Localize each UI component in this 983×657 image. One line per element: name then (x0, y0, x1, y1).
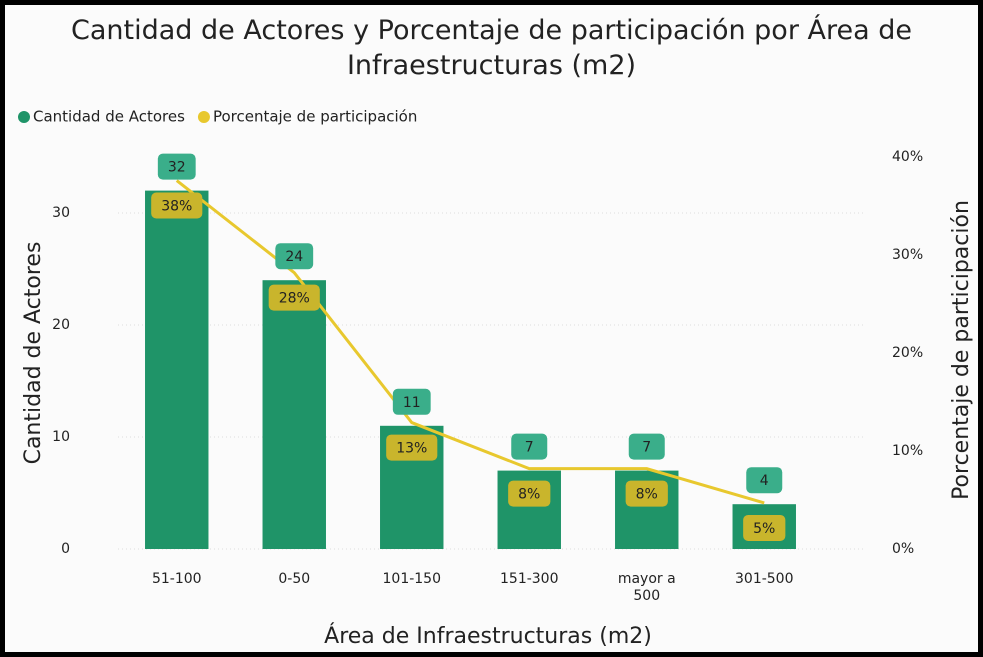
line-value-label-box (268, 284, 320, 311)
bar-value-label-box (392, 388, 431, 415)
legend-swatch (197, 111, 210, 123)
bar-value-label-box (746, 467, 783, 494)
bar-value-label: 7 (642, 440, 651, 456)
bar (145, 190, 209, 549)
line-value-label-box (508, 480, 551, 507)
x-tick-label: mayor a 500 (617, 571, 676, 604)
y2-tick-label: 0% (892, 541, 914, 557)
y2-tick-label: 10% (892, 443, 923, 459)
y-axis-title: Cantidad de Actores (21, 242, 46, 465)
legend-label: Cantidad de Actores (33, 108, 185, 126)
line-value-label: 8% (636, 487, 658, 503)
bar-value-label: 7 (525, 440, 534, 456)
bar-value-label: 4 (760, 473, 769, 489)
line-value-label: 5% (753, 521, 775, 537)
legend-label: Porcentaje de participación (213, 108, 417, 126)
bar-value-label-box (628, 433, 665, 460)
x-tick-label: 101-150 (382, 571, 442, 587)
line-value-label-box (625, 480, 668, 507)
y2-axis-title: Porcentaje de participación (949, 200, 974, 500)
bar-value-label-box (275, 243, 314, 270)
x-tick-label: 301-500 (735, 571, 794, 587)
legend-swatch (18, 111, 30, 123)
x-tick-label: 51-100 (151, 571, 202, 587)
line (175, 179, 765, 505)
line-value-label: 8% (518, 487, 540, 503)
bar-value-label-box (157, 153, 196, 180)
bar-value-label-box (511, 433, 548, 460)
y-tick-label: 30 (52, 205, 70, 221)
bar-value-label: 32 (168, 160, 186, 176)
y-tick-label: 10 (52, 429, 70, 445)
line-value-label-box (743, 514, 786, 541)
line-value-label: 38% (161, 199, 192, 215)
line-value-label-box (386, 434, 438, 461)
line-value-label: 13% (396, 441, 427, 457)
y2-tick-label: 30% (892, 247, 923, 263)
line-value-label: 28% (279, 291, 310, 307)
x-tick-label: 0-50 (278, 571, 311, 587)
line-value-label-box (151, 192, 203, 219)
x-tick-label: 151-300 (500, 571, 559, 587)
bar (262, 280, 326, 549)
chart-title: Cantidad de Actores y Porcentaje de part… (71, 15, 912, 81)
bar-value-label: 24 (285, 249, 303, 265)
y-tick-label: 20 (52, 317, 70, 333)
bar-value-label: 11 (403, 395, 421, 411)
y2-tick-label: 40% (892, 149, 923, 165)
y2-tick-label: 20% (892, 345, 923, 361)
y-tick-label: 0 (61, 541, 70, 557)
x-axis-title: Área de Infraestructuras (m2) (324, 623, 652, 649)
